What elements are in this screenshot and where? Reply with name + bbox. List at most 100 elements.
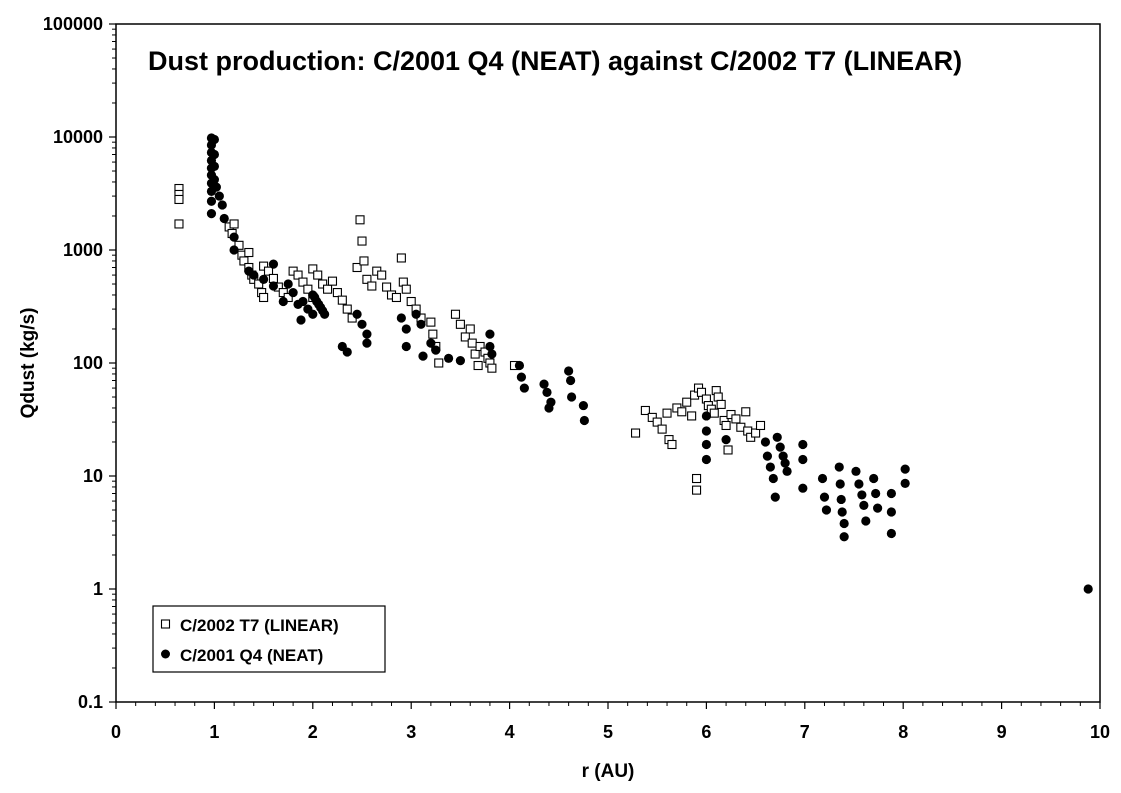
neat-data-point [268,259,279,269]
legend-box [152,605,386,673]
linear-data-point [337,295,347,305]
neat-data-point [443,353,454,363]
linear-data-point [723,445,733,455]
neat-data-point [342,347,352,357]
neat-data-point [308,309,318,319]
linear-data-point [298,277,308,287]
neat-data-point [798,439,808,450]
y-axis-label: Qdust (kg/s) [18,308,39,419]
x-tick-label: 3 [406,722,416,742]
linear-data-point [640,405,650,416]
linear-data-point [741,407,751,417]
linear-data-point [174,194,184,205]
neat-data-point [798,454,808,465]
neat-data-point [416,319,426,329]
neat-data-point [514,360,525,371]
neat-data-point [859,500,869,510]
linear-data-point [713,392,723,402]
neat-data-point [249,270,259,280]
neat-data-point [396,313,406,323]
neat-data-point [401,324,411,334]
linear-data-point [342,304,352,314]
neat-data-point [778,451,788,461]
neat-data-point [1083,584,1093,594]
neat-data-point [839,532,849,542]
x-axis-ticks: 0 1 2 3 4 5 6 7 8 9 10 [111,702,1110,742]
neat-data-point [873,503,883,513]
linear-data-point [359,256,369,266]
neat-data-point [211,182,221,192]
x-tick-label: 5 [603,722,613,742]
linear-data-point [259,292,269,303]
neat-data-point [296,315,306,325]
neat-data-point [861,516,871,526]
plot-area [115,23,1101,703]
linear-data-point [391,292,401,303]
neat-data-point [886,507,896,517]
linear-data-point [721,420,731,431]
linear-data-point [377,270,387,280]
x-tick-label: 2 [308,722,318,742]
y-tick-label: 10 [83,466,103,486]
neat-data-point [765,462,775,472]
neat-data-point [579,415,589,426]
linear-data-point [657,424,667,434]
neat-data-point [418,351,428,361]
x-tick-label: 9 [997,722,1007,742]
neat-data-point [851,466,861,476]
neat-data-point [798,483,808,493]
linear-data-point [428,329,438,339]
linear-data-point [426,317,436,327]
linear-data-point [254,279,264,289]
linear-data-point [647,412,657,422]
neat-data-point [886,488,896,499]
linear-data-point [382,282,392,292]
x-tick-label: 7 [800,722,810,742]
neat-data-point [229,232,239,242]
neat-data-point [839,518,849,529]
neat-data-point [516,372,527,382]
neat-data-point [217,200,227,210]
neat-data-point [268,281,279,291]
neat-data-point [819,492,830,502]
linear-data-point [652,417,662,427]
linear-data-point [677,407,687,417]
neat-data-point [770,492,780,502]
linear-data-point [709,408,719,418]
neat-data-point [900,464,910,474]
neat-data-point [214,191,224,201]
neat-data-point [209,134,219,145]
linear-data-point [313,270,323,280]
neat-data-point [900,478,910,489]
neat-data-point [721,434,731,445]
neat-data-point [288,287,298,298]
chart-title: Dust production: C/2001 Q4 (NEAT) agains… [148,46,962,76]
series-neat-points [206,133,1093,594]
linear-data-point [318,279,328,289]
linear-data-point [303,284,313,294]
neat-data-point [283,279,293,289]
neat-data-point [837,507,847,517]
legend-label-neat: C/2001 Q4 (NEAT) [180,646,323,665]
neat-data-point [209,149,219,160]
y-tick-label: 100 [73,353,103,373]
legend-marker-neat [161,649,170,659]
neat-data-point [566,375,576,386]
neat-data-point [762,451,773,461]
neat-data-point [206,196,217,206]
neat-data-point [229,245,239,255]
neat-data-point [701,454,712,465]
x-tick-label: 1 [209,722,219,742]
legend-label-linear: C/2002 T7 (LINEAR) [180,616,339,635]
neat-data-point [485,341,495,352]
linear-data-point [293,270,303,280]
neat-data-point [760,437,771,447]
neat-data-point [206,208,217,219]
linear-data-point [755,420,766,431]
linear-data-point [692,485,702,495]
linear-data-point [731,414,741,424]
neat-data-point [564,366,574,376]
neat-data-point [431,345,441,355]
linear-data-point [263,266,274,276]
